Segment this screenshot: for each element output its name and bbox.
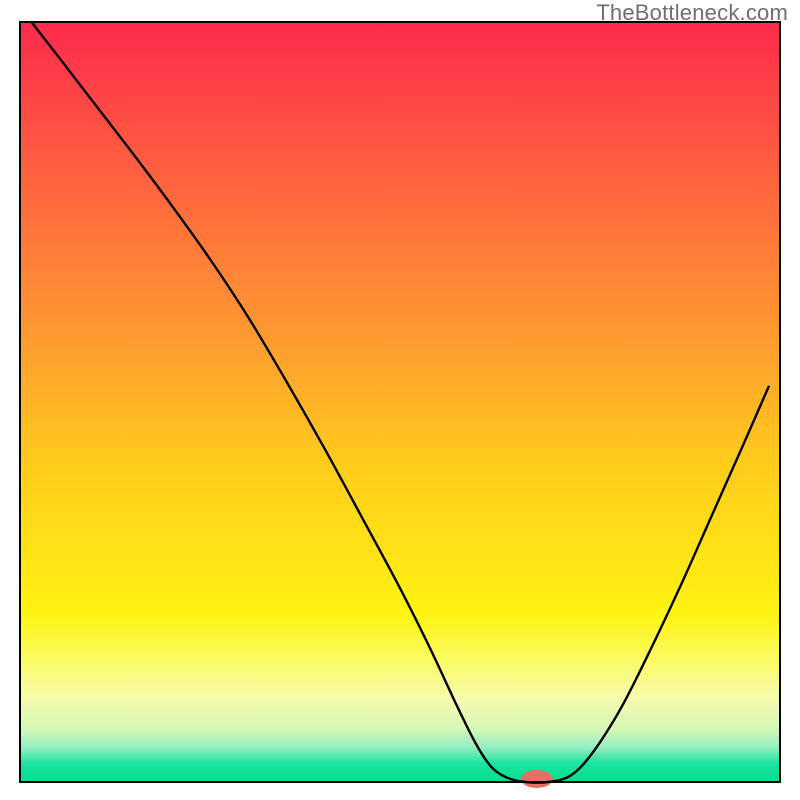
bottleneck-chart: [0, 0, 800, 800]
bottleneck-marker: [521, 770, 553, 788]
chart-container: TheBottleneck.com: [0, 0, 800, 800]
watermark-text: TheBottleneck.com: [596, 0, 788, 26]
gradient-background: [20, 22, 780, 782]
